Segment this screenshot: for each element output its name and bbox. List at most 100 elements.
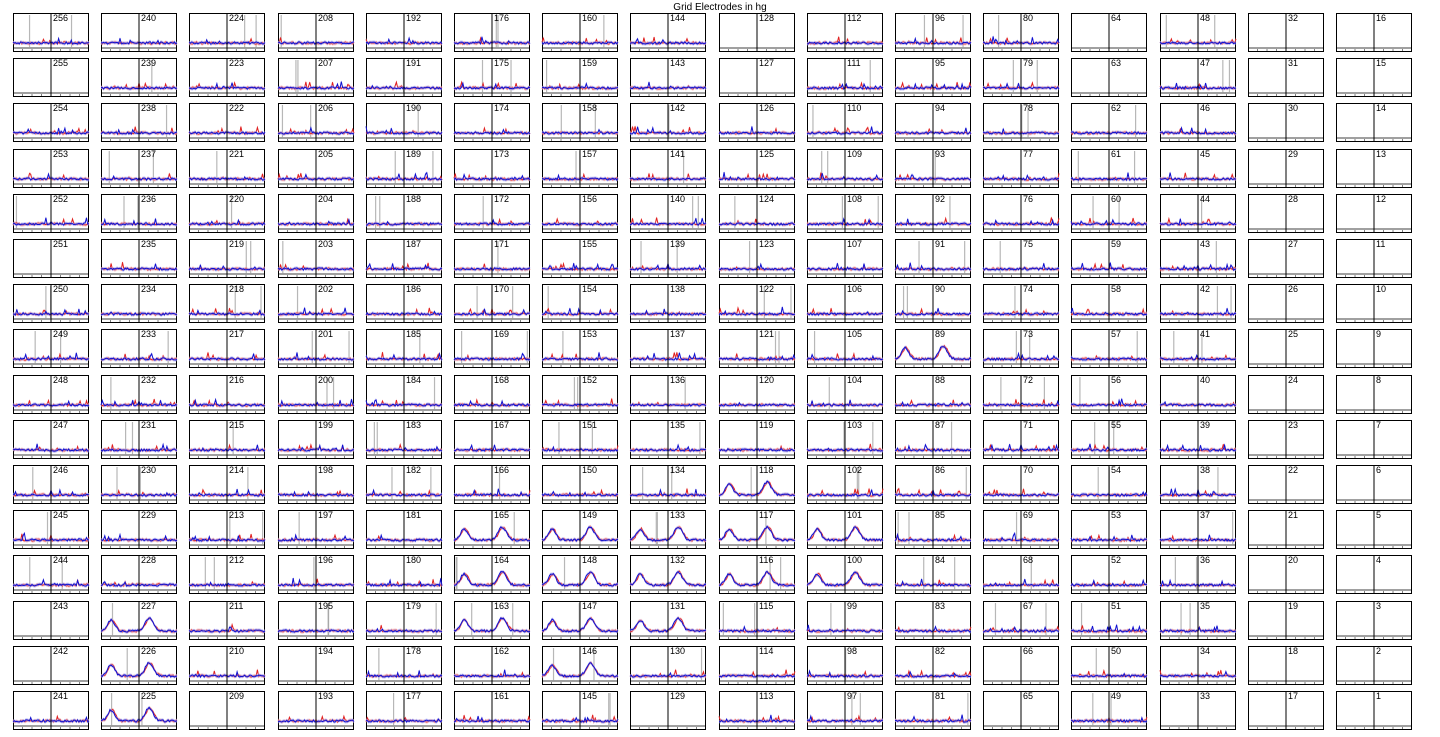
channel-label: 48 <box>1200 13 1210 23</box>
channel-label: 140 <box>670 194 685 204</box>
electrode-panel-36: 36 <box>1159 555 1236 595</box>
electrode-panel-109: 109 <box>806 148 884 188</box>
channel-label: 14 <box>1376 103 1386 113</box>
channel-label: 1 <box>1376 691 1381 701</box>
electrode-panel-75: 75 <box>982 239 1060 278</box>
channel-label: 176 <box>494 13 509 23</box>
channel-label: 29 <box>1288 149 1298 159</box>
channel-label: 147 <box>582 601 597 611</box>
series-band <box>454 667 530 679</box>
electrode-panel-245: 245 <box>12 510 90 550</box>
channel-label: 165 <box>494 510 509 520</box>
electrode-panel-57: 57 <box>1071 329 1148 369</box>
electrode-panel-210: 210 <box>189 645 266 685</box>
electrode-panel-14: 14 <box>1336 103 1412 143</box>
electrode-panel-172: 172 <box>453 193 531 233</box>
channel-label: 20 <box>1288 555 1298 565</box>
electrode-panel-70: 70 <box>982 465 1060 504</box>
channel-label: 239 <box>141 58 156 68</box>
electrode-panel-77: 77 <box>982 148 1060 188</box>
channel-label: 191 <box>406 58 421 68</box>
electrode-panel-171: 171 <box>453 239 531 278</box>
channel-label: 245 <box>53 510 68 520</box>
series-band <box>718 524 795 543</box>
electrode-panel-178: 178 <box>365 645 443 685</box>
channel-label: 121 <box>759 329 774 339</box>
electrode-panel-119: 119 <box>718 419 795 459</box>
series-band <box>277 533 354 543</box>
channel-label: 254 <box>53 103 68 113</box>
electrode-panel-166: 166 <box>453 465 531 504</box>
channel-label: 189 <box>406 149 421 159</box>
channel-label: 194 <box>318 646 333 656</box>
channel-label: 247 <box>53 420 68 430</box>
channel-label: 229 <box>141 510 156 520</box>
electrode-panel-86: 86 <box>894 465 972 504</box>
electrode-panel-157: 157 <box>542 148 619 188</box>
channel-label: 154 <box>582 284 597 294</box>
channel-label: 240 <box>141 13 156 23</box>
channel-label: 28 <box>1288 194 1298 204</box>
electrode-panel-200: 200 <box>277 374 354 414</box>
electrode-panel-10: 10 <box>1336 284 1412 324</box>
electrode-panel-140: 140 <box>630 193 707 233</box>
electrode-panel-141: 141 <box>629 148 707 188</box>
channel-label: 78 <box>1023 103 1033 113</box>
series-band <box>101 615 178 634</box>
channel-label: 9 <box>1376 329 1381 339</box>
channel-label: 74 <box>1023 284 1033 294</box>
channel-label: 2 <box>1376 646 1381 656</box>
channel-label: 32 <box>1288 13 1298 23</box>
electrode-panel-236: 236 <box>101 193 178 233</box>
channel-label: 114 <box>759 646 773 656</box>
electrode-panel-148: 148 <box>541 555 619 595</box>
channel-label: 86 <box>935 465 945 475</box>
electrode-panel-182: 182 <box>365 465 443 504</box>
electrode-panel-91: 91 <box>894 239 972 278</box>
electrode-panel-23: 23 <box>1247 419 1324 459</box>
electrode-panel-180: 180 <box>365 555 443 595</box>
electrode-panel-134: 134 <box>630 465 707 504</box>
channel-label: 166 <box>494 465 509 475</box>
channel-label: 144 <box>670 13 685 23</box>
electrode-panel-139: 139 <box>630 239 707 278</box>
electrode-panel-69: 69 <box>982 510 1060 550</box>
channel-label: 230 <box>141 465 156 475</box>
channel-label: 19 <box>1288 601 1298 611</box>
channel-label: 167 <box>494 420 509 430</box>
channel-label: 22 <box>1288 465 1298 475</box>
electrode-panel-223: 223 <box>189 58 266 98</box>
channel-label: 186 <box>406 284 421 294</box>
channel-label: 203 <box>318 239 333 249</box>
channel-label: 58 <box>1111 284 1121 294</box>
electrode-panel-189: 189 <box>365 148 443 188</box>
electrode-panel-118: 118 <box>718 465 795 504</box>
channel-label: 87 <box>935 420 945 430</box>
electrode-panel-152: 152 <box>542 374 619 414</box>
series-band <box>13 578 89 589</box>
channel-label: 89 <box>935 329 945 339</box>
electrode-panel-142: 142 <box>630 103 707 143</box>
channel-label: 146 <box>582 646 597 656</box>
channel-label: 155 <box>582 239 597 249</box>
channel-label: 169 <box>494 329 509 339</box>
channel-label: 216 <box>229 375 244 385</box>
electrode-panel-20: 20 <box>1247 555 1324 595</box>
electrode-panel-126: 126 <box>718 103 796 143</box>
electrode-panel-94: 94 <box>894 103 972 143</box>
electrode-panel-168: 168 <box>453 374 531 414</box>
channel-label: 40 <box>1200 375 1210 385</box>
channel-label: 256 <box>53 13 68 23</box>
electrode-panel-247: 247 <box>12 419 90 459</box>
electrode-panel-19: 19 <box>1247 600 1324 640</box>
electrode-panel-232: 232 <box>100 374 178 414</box>
channel-label: 126 <box>759 103 774 113</box>
channel-label: 224 <box>229 13 244 23</box>
channel-label: 158 <box>582 103 597 113</box>
channel-label: 163 <box>494 601 509 611</box>
channel-label: 12 <box>1376 194 1386 204</box>
electrode-panel-105: 105 <box>806 329 884 369</box>
electrode-panel-143: 143 <box>630 58 707 98</box>
channel-label: 153 <box>582 329 597 339</box>
